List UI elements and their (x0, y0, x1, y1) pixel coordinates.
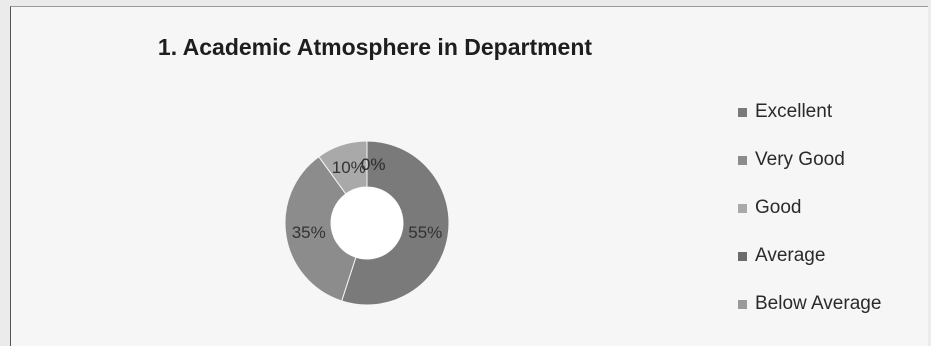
chart-legend: Excellent Very Good Good Average Below A… (738, 100, 881, 340)
chart-title: 1. Academic Atmosphere in Department (157, 34, 593, 60)
legend-item-very-good: Very Good (738, 148, 881, 172)
legend-item-good: Good (738, 196, 881, 220)
slice-good (318, 140, 368, 195)
donut-chart: 55%35%10%0%0% (284, 140, 450, 306)
legend-swatch-average (738, 251, 747, 261)
data-label-average: 0% (361, 155, 386, 174)
legend-swatch-very-good (738, 155, 747, 165)
legend-label-below-average: Below Average (755, 293, 882, 314)
donut-hole (331, 187, 403, 259)
legend-label-average: Average (755, 245, 826, 266)
legend-swatch-below-average (738, 299, 747, 309)
legend-label-excellent: Excellent (755, 101, 833, 122)
chart-frame (10, 6, 928, 346)
legend-label-good: Good (755, 197, 802, 218)
legend-label-very-good: Very Good (755, 149, 845, 170)
legend-item-average: Average (738, 244, 881, 268)
legend-swatch-good (738, 203, 747, 213)
legend-swatch-excellent (738, 107, 747, 117)
data-label-below-average: 0% (361, 155, 386, 174)
data-label-very-good: 35% (292, 223, 326, 242)
data-label-excellent: 55% (408, 223, 442, 242)
legend-item-excellent: Excellent (738, 100, 881, 124)
legend-item-below-average: Below Average (738, 292, 881, 316)
data-label-good: 10% (332, 158, 366, 177)
